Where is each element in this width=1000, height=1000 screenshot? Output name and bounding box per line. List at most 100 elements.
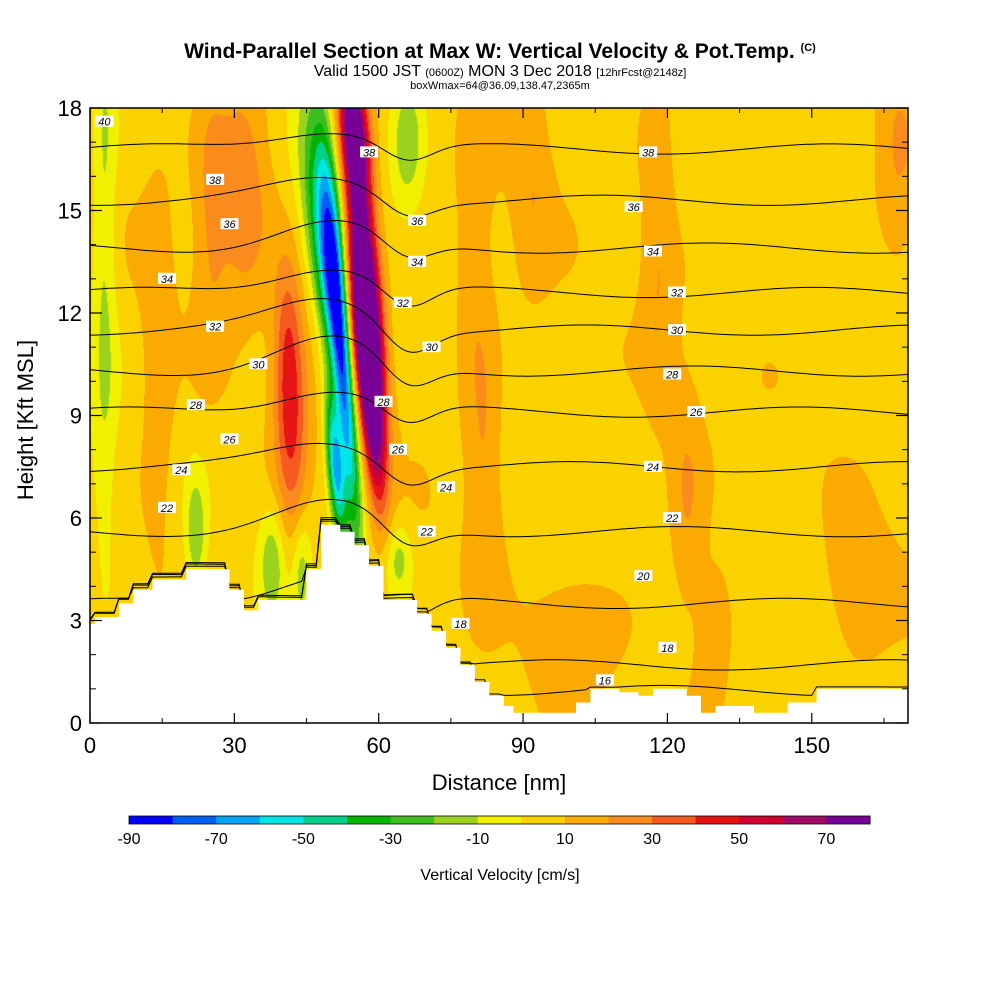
contour-label-32: 32 [209,322,221,334]
colorbar-label: -10 [466,831,489,848]
valid-utc: (0600Z) [425,67,464,79]
contour-label-bg [644,460,662,472]
x-tick-label: 150 [793,733,830,758]
chart-title-text: Wind-Parallel Section at Max W: Vertical… [184,40,795,63]
colorbar-swatch [564,816,609,824]
valid-time: Valid 1500 JST (0600Z) MON 3 Dec 2018 [1… [0,64,1000,81]
y-tick-label: 0 [70,711,82,736]
contour-label-18: 18 [454,619,467,631]
forecast-info: [12hrFcst@2148z] [596,67,687,79]
contour-label-bg [158,272,176,284]
contour-label-bg [158,501,176,513]
contour-label-bg [206,173,225,185]
contour-label-bg [408,255,427,267]
colorbar-swatch [303,816,348,824]
theta-contour-32 [90,269,908,307]
y-tick-label: 12 [58,301,82,326]
contour-label-28: 28 [376,397,390,409]
colorbar-swatch [216,816,261,824]
colorbar-swatch [695,816,740,824]
x-tick-label: 60 [366,733,390,758]
valid-date: MON 3 Dec 2018 [468,63,592,80]
contour-label-bg [393,296,412,308]
colorbar: -90 -70 -50 -30 -10 10 30 50 70 [117,815,871,848]
contour-label-34: 34 [411,257,423,269]
colorbar-swatch [172,816,217,824]
title-block: Wind-Parallel Section at Max W: Vertical… [0,36,1000,92]
theta-contour-36 [90,177,908,218]
contour-label-bg [220,433,239,445]
contour-label-38: 38 [642,147,655,159]
colorbar-label: 30 [643,831,661,848]
contour-label-bg [658,641,677,653]
theta-contour-34 [90,219,908,259]
theta-contour-26 [90,391,908,424]
contour-label-30: 30 [252,359,265,371]
colorbar-swatch [739,816,784,824]
colorbar-title: Vertical Velocity [cm/s] [420,867,579,884]
theta-contour-40 [90,78,908,100]
contour-label-bg [595,674,614,686]
contour-label-bg [687,406,706,418]
contour-label-bg [624,201,643,213]
contour-label-20: 20 [636,571,650,583]
contour-label-32: 32 [671,288,683,300]
colorbar-swatch [608,816,653,824]
colorbar-swatch [782,816,827,824]
contour-label-bg [639,146,658,158]
y-tick-label: 6 [70,506,82,531]
colorbar-swatch [346,816,391,824]
contour-label-bg [408,214,427,226]
contour-label-26: 26 [222,434,236,446]
contour-label-36: 36 [628,202,641,214]
contour-label-bg [220,218,239,230]
contour-label-34: 34 [161,274,173,286]
contour-label-bg [663,368,682,380]
contour-label-bg [634,570,653,582]
y-tick-label: 18 [58,96,82,121]
y-tick-label: 15 [58,199,82,224]
colorbar-swatch [826,816,871,824]
theta-contour-labels: 16 18 18 20 22 22 22 24 24 24 26 26 26 28 28 28 30 30 30 32… [95,115,706,687]
chart-title: Wind-Parallel Section at Max W: Vertical… [0,36,1000,64]
contour-label-28: 28 [665,370,679,382]
y-axis-title: Height [Kft MSL] [13,340,38,500]
contour-label-bg [417,525,436,537]
contour-label-bg [360,146,379,158]
colorbar-swatch [434,816,479,824]
colorbar-label: 10 [556,831,574,848]
contour-label-18: 18 [661,643,674,655]
contour-label-22: 22 [420,527,433,539]
contour-label-24: 24 [174,465,187,477]
contour-label-38: 38 [363,147,376,159]
colorbar-label: 50 [730,831,748,848]
contour-label-16: 16 [599,675,612,687]
contour-label-bg [668,324,686,336]
y-tick-label: 3 [70,609,82,634]
contour-label-24: 24 [646,462,659,474]
colorbar-swatch [390,816,435,824]
contour-label-22: 22 [665,513,678,525]
contour-label-22: 22 [160,503,173,515]
contour-label-bg [186,399,205,411]
contour-label-26: 26 [689,407,703,419]
colorbar-swatch [259,816,304,824]
contour-label-bg [95,115,114,127]
contour-label-26: 26 [391,445,405,457]
theta-contour-22 [90,498,908,547]
x-tick-label: 120 [649,733,686,758]
contour-label-bg [422,341,441,353]
copyright-mark: (C) [800,42,816,54]
y-tick-label: 9 [70,404,82,429]
box-max-info: boxWmax=64@36.09,138.47,2365m [410,80,590,92]
contour-label-36: 36 [223,219,236,231]
contour-label-bg [389,443,407,455]
colorbar-label: -70 [205,831,228,848]
colorbar-label: -50 [292,831,315,848]
contour-label-bg [374,395,393,407]
contour-label-32: 32 [397,298,409,310]
contour-label-bg [668,286,686,298]
contour-label-bg [206,320,225,332]
